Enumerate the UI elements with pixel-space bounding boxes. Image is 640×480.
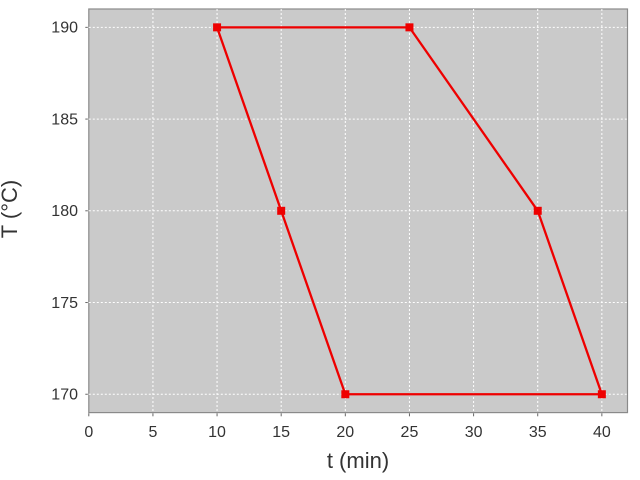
svg-text:5: 5 xyxy=(148,424,157,441)
svg-text:175: 175 xyxy=(51,295,78,312)
svg-text:t (min): t (min) xyxy=(327,448,389,473)
svg-text:0: 0 xyxy=(84,424,93,441)
svg-text:10: 10 xyxy=(208,424,226,441)
svg-text:15: 15 xyxy=(272,424,290,441)
svg-text:170: 170 xyxy=(51,387,78,404)
svg-text:190: 190 xyxy=(51,20,78,37)
svg-text:25: 25 xyxy=(401,424,419,441)
svg-text:40: 40 xyxy=(593,424,611,441)
svg-text:35: 35 xyxy=(529,424,547,441)
svg-text:T (°C): T (°C) xyxy=(0,180,22,239)
svg-text:30: 30 xyxy=(465,424,483,441)
svg-text:20: 20 xyxy=(336,424,354,441)
svg-text:185: 185 xyxy=(51,111,78,128)
svg-text:180: 180 xyxy=(51,203,78,220)
